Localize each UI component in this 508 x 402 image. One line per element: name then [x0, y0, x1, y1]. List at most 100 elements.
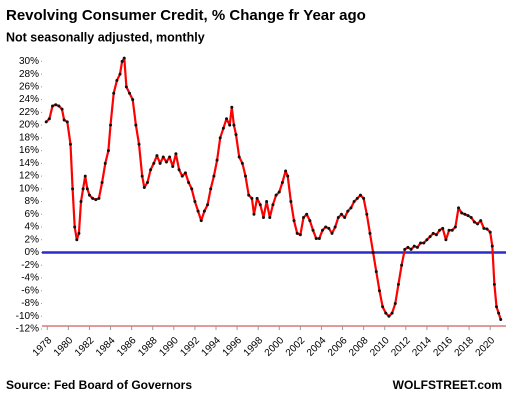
- data-point: [161, 155, 165, 159]
- data-point: [252, 212, 256, 216]
- data-point: [237, 155, 241, 159]
- y-tick-label: -6%: [21, 285, 39, 296]
- x-tick-label: 2004: [305, 335, 329, 359]
- data-point: [174, 152, 178, 156]
- data-point: [381, 305, 385, 309]
- y-tick-label: -2%: [21, 260, 39, 271]
- y-tick-label: 20%: [19, 120, 39, 131]
- y-tick-label: 26%: [19, 82, 39, 93]
- y-tick-label: 30%: [19, 56, 39, 67]
- data-point: [149, 168, 153, 172]
- y-tick-label: 8%: [25, 196, 40, 207]
- data-point: [122, 56, 126, 60]
- data-point: [87, 193, 91, 197]
- x-tick-label: 2006: [326, 335, 350, 359]
- data-point: [336, 215, 340, 219]
- data-point: [324, 225, 328, 229]
- data-point: [140, 174, 144, 178]
- data-point: [384, 311, 388, 315]
- data-point: [333, 225, 337, 229]
- y-tick-label: 24%: [19, 94, 39, 105]
- data-point: [308, 219, 312, 223]
- data-point: [218, 136, 222, 140]
- data-point: [298, 233, 302, 237]
- data-point: [164, 160, 168, 164]
- data-point: [422, 241, 426, 245]
- data-point: [302, 215, 306, 219]
- data-point: [91, 196, 95, 200]
- data-point: [120, 59, 124, 63]
- data-point: [234, 133, 238, 137]
- series-line: [45, 57, 502, 320]
- data-point: [479, 219, 483, 223]
- x-tick-label: 1994: [199, 335, 223, 359]
- data-point: [485, 227, 489, 231]
- y-tick-label: 16%: [19, 145, 39, 156]
- data-point: [314, 237, 318, 241]
- x-tick-label: 1988: [136, 335, 160, 359]
- data-point: [441, 226, 445, 230]
- x-tick-label: 1982: [73, 335, 97, 359]
- data-point: [362, 196, 366, 200]
- data-point: [103, 161, 107, 165]
- data-point: [499, 317, 503, 321]
- data-point: [180, 174, 184, 178]
- data-point: [106, 149, 110, 153]
- x-tick-label: 1986: [115, 335, 139, 359]
- data-point: [137, 142, 141, 146]
- data-point: [450, 228, 454, 232]
- data-point: [44, 120, 48, 124]
- x-tick-label: 1978: [31, 335, 55, 359]
- brand: WOLFSTREET.com: [393, 378, 502, 392]
- data-point: [177, 168, 181, 172]
- data-point: [438, 228, 442, 232]
- data-point: [75, 238, 79, 242]
- x-tick-label: 2020: [474, 335, 498, 359]
- data-point: [183, 171, 187, 175]
- x-tick-label: 1990: [157, 335, 181, 359]
- chart-title: Revolving Consumer Credit, % Change fr Y…: [6, 7, 366, 24]
- source: Source: Fed Board of Governors: [6, 378, 192, 392]
- data-point: [57, 104, 61, 108]
- data-point: [317, 237, 321, 241]
- y-tick-label: 14%: [19, 158, 39, 169]
- data-point: [65, 120, 69, 124]
- data-point: [406, 245, 410, 249]
- x-tick-label: 1980: [52, 335, 76, 359]
- data-point: [472, 220, 476, 224]
- data-point: [490, 244, 494, 248]
- data-point: [228, 123, 232, 127]
- data-point: [196, 209, 200, 213]
- data-point: [118, 72, 122, 76]
- data-point: [453, 225, 457, 229]
- y-tick-label: 28%: [19, 69, 39, 80]
- y-tick-label: 12%: [19, 171, 39, 182]
- y-tick-label: 0%: [25, 247, 40, 258]
- data-point: [255, 196, 259, 200]
- data-point: [400, 263, 404, 267]
- data-point: [62, 118, 66, 122]
- data-point: [225, 117, 229, 121]
- data-point: [371, 251, 375, 255]
- y-tick-label: 18%: [19, 132, 39, 143]
- data-point: [158, 161, 162, 165]
- data-point: [202, 209, 206, 213]
- data-point: [94, 198, 98, 202]
- data-point: [393, 302, 397, 306]
- data-point: [250, 196, 254, 200]
- data-point: [289, 200, 293, 204]
- data-point: [488, 230, 492, 234]
- data-point: [112, 91, 116, 95]
- data-point: [100, 180, 104, 184]
- data-point: [495, 305, 499, 309]
- data-point: [330, 231, 334, 235]
- data-point: [209, 187, 213, 191]
- data-point: [457, 206, 461, 210]
- data-point: [215, 158, 219, 162]
- data-point: [428, 235, 432, 239]
- data-point: [403, 247, 407, 251]
- x-tick-label: 1996: [221, 335, 245, 359]
- data-point: [268, 215, 272, 219]
- data-point: [355, 196, 359, 200]
